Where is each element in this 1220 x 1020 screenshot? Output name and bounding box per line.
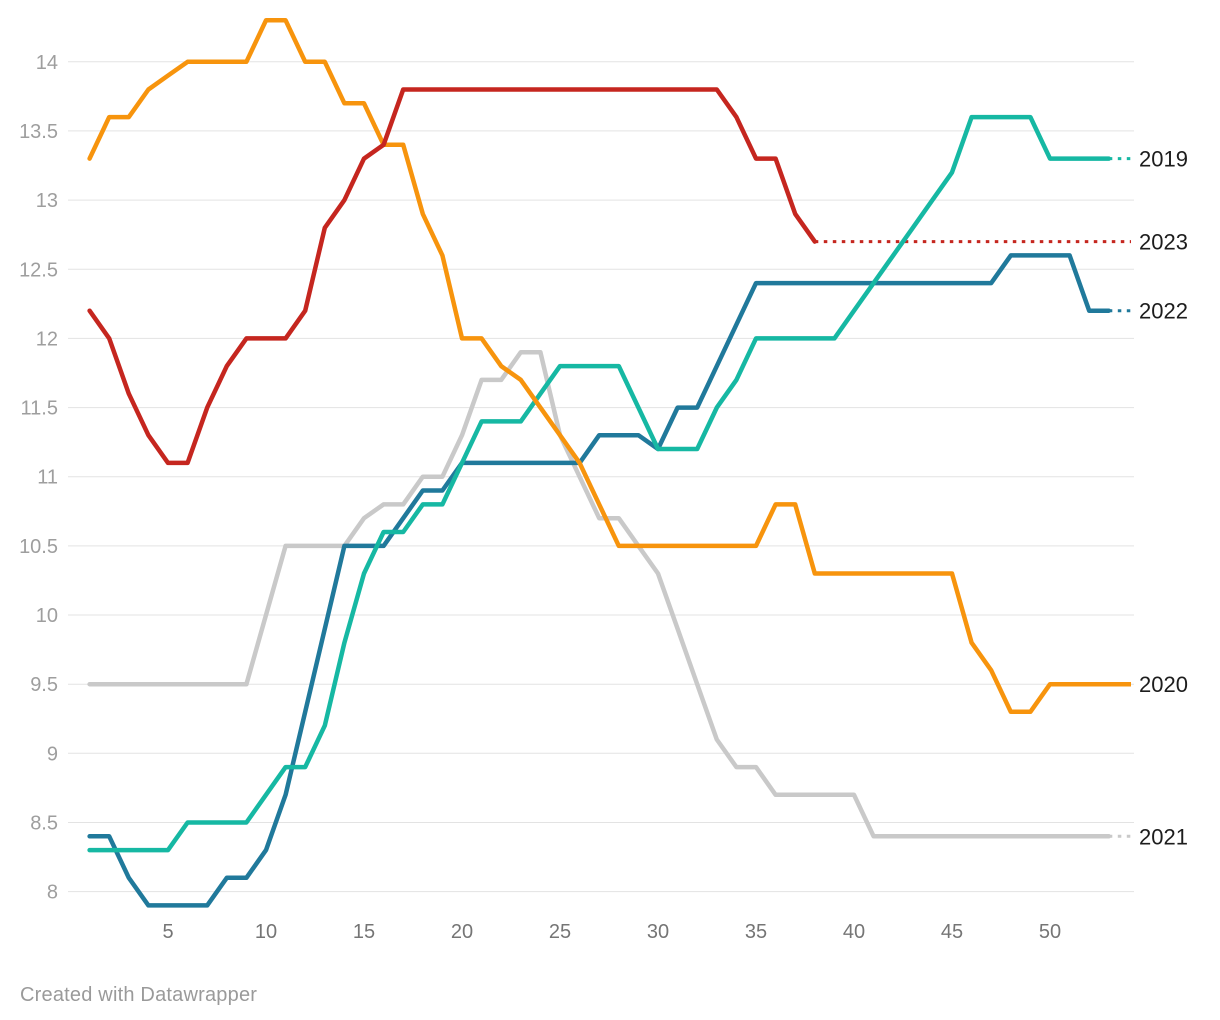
series-line-2021 [87,349,1112,839]
y-axis-tick-14: 14 [36,52,58,74]
x-axis-tick-15: 15 [353,921,375,943]
series-line-2022 [87,253,1112,908]
x-axis-tick-45: 45 [941,921,963,943]
y-axis-tick-13: 13 [36,190,58,212]
y-axis-tick-10: 10 [36,605,58,627]
series-line-2023 [87,87,818,466]
y-axis-tick-12: 12 [36,328,58,350]
series-line-2020 [87,18,1112,715]
y-axis-tick-8: 8 [47,882,58,904]
series-label-2023: 2023 [1139,230,1188,255]
series-label-2020: 2020 [1139,672,1188,697]
x-axis-tick-30: 30 [647,921,669,943]
y-axis-tick-11.5: 11.5 [21,398,58,420]
series-label-2019: 2019 [1139,147,1188,172]
y-axis-tick-8.5: 8.5 [30,813,58,835]
x-axis-tick-35: 35 [745,921,767,943]
datawrapper-credit: Created with Datawrapper [20,984,258,1006]
x-axis-tick-50: 50 [1039,921,1061,943]
y-axis-tick-12.5: 12.5 [19,259,58,281]
x-axis-tick-10: 10 [255,921,277,943]
x-axis-tick-40: 40 [843,921,865,943]
y-axis-tick-13.5: 13.5 [19,121,58,143]
y-axis-tick-9: 9 [47,743,58,765]
y-axis-tick-9.5: 9.5 [30,674,58,696]
series-label-2021: 2021 [1139,824,1188,849]
series-label-2022: 2022 [1139,299,1188,324]
y-axis-tick-11: 11 [37,467,58,489]
series-line-2019 [87,114,1112,853]
x-axis-tick-20: 20 [451,921,473,943]
x-axis-tick-5: 5 [162,921,173,943]
y-axis-tick-10.5: 10.5 [19,536,58,558]
x-axis-tick-25: 25 [549,921,571,943]
